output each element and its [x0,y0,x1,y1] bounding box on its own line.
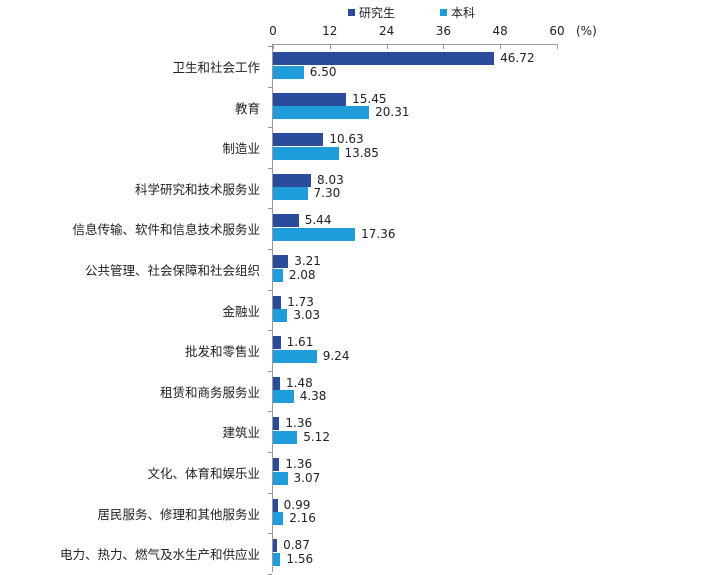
x-axis-line [273,44,557,45]
value-label: 15.45 [352,91,387,106]
bar-postgraduate [273,92,347,106]
value-label: 3.21 [294,254,321,268]
x-tick-label: 36 [435,24,452,38]
bar-postgraduate [273,295,282,309]
bar-undergraduate [273,187,308,201]
category-label: 金融业 [222,303,260,319]
bar-undergraduate [273,552,281,566]
y-tick-mark [268,452,272,453]
bar-postgraduate [273,539,278,553]
legend-item: 研究生 [348,4,395,21]
y-tick-mark [268,46,272,47]
bar-undergraduate [273,309,288,323]
value-label: 1.48 [286,375,313,390]
y-tick-mark [268,127,272,129]
y-tick-mark [268,411,272,413]
bar-postgraduate [273,214,299,228]
x-tick-mark [329,44,331,49]
value-label: 5.12 [303,429,330,444]
value-label: 2.16 [289,511,316,526]
bar-undergraduate [273,65,304,79]
value-label: 9.24 [322,348,350,363]
x-tick-label: 48 [492,24,508,38]
y-tick-mark [268,533,272,535]
category-label: 批发和零售业 [184,344,260,360]
x-axis-unit: (%) [576,24,597,38]
x-tick-label: 12 [322,24,338,38]
category-label: 公共管理、社会保障和社会组织 [84,263,260,278]
category-label: 租赁和商务服务业 [159,384,260,400]
legend-swatch-icon [348,9,355,16]
y-tick-mark [268,370,272,372]
value-label: 0.87 [283,538,310,553]
bar-undergraduate [273,471,288,485]
value-label: 1.61 [286,335,314,350]
bar-undergraduate [273,106,370,120]
x-tick-mark [386,44,388,49]
y-tick-mark [268,289,272,291]
legend-item: 本科 [440,4,475,21]
bar-undergraduate [273,512,284,526]
x-tick-mark [273,44,274,49]
bar-postgraduate [273,255,289,268]
value-label: 1.36 [285,457,313,471]
bar-postgraduate [273,458,280,471]
value-label: 8.03 [317,172,344,187]
value-label: 13.85 [344,145,379,160]
y-tick-mark [268,86,272,88]
value-label: 6.50 [309,64,337,79]
value-label: 17.36 [361,226,396,241]
bar-postgraduate [273,52,495,65]
legend-label: 研究生 [359,6,396,20]
category-label: 制造业 [222,141,260,157]
value-label: 20.31 [375,105,410,120]
value-label: 3.03 [293,308,321,323]
y-tick-mark [268,167,272,169]
value-label: 1.36 [285,416,313,431]
x-tick-label: 0 [269,24,277,38]
bar-postgraduate [273,133,324,147]
category-label: 文化、体育和娱乐业 [147,466,260,481]
value-label: 1.73 [287,294,314,309]
value-label: 2.08 [288,267,316,282]
value-label: 0.99 [283,497,311,512]
bar-postgraduate [273,336,281,350]
category-label: 信息传输、软件和信息技术服务业 [72,222,260,238]
category-label: 建筑业 [222,425,260,441]
bar-undergraduate [273,146,339,160]
y-tick-mark [268,249,272,250]
value-label: 7.30 [313,186,341,201]
value-label: 46.72 [500,51,535,65]
value-label: 5.44 [304,213,332,228]
value-label: 10.63 [329,132,364,147]
value-label: 1.56 [286,551,314,566]
bar-undergraduate [273,227,356,241]
x-tick-label: 60 [549,24,565,38]
bar-undergraduate [273,268,283,282]
category-label: 卫生和社会工作 [172,60,260,75]
bar-postgraduate [273,376,280,390]
bar-undergraduate [273,430,298,444]
y-axis-line [272,44,273,572]
legend-label: 本科 [451,6,476,20]
x-tick-mark [500,44,502,49]
x-tick-mark [443,44,445,49]
value-label: 3.07 [293,470,321,485]
bar-postgraduate [273,498,278,512]
x-tick-label: 24 [378,24,395,38]
category-label: 教育 [234,100,260,116]
bar-undergraduate [273,390,294,404]
category-label: 电力、热力、燃气及水生产和供应业 [59,547,260,563]
value-label: 4.38 [299,389,327,404]
legend-swatch-icon [440,9,447,16]
y-tick-mark [268,208,272,210]
y-tick-mark [268,330,272,332]
bar-postgraduate [273,417,280,431]
category-label: 居民服务、修理和其他服务业 [97,506,260,522]
category-label: 科学研究和技术服务业 [134,181,260,197]
bar-postgraduate [273,173,311,187]
y-tick-mark [268,492,272,494]
x-tick-mark [557,44,558,49]
bar-undergraduate [273,349,317,363]
